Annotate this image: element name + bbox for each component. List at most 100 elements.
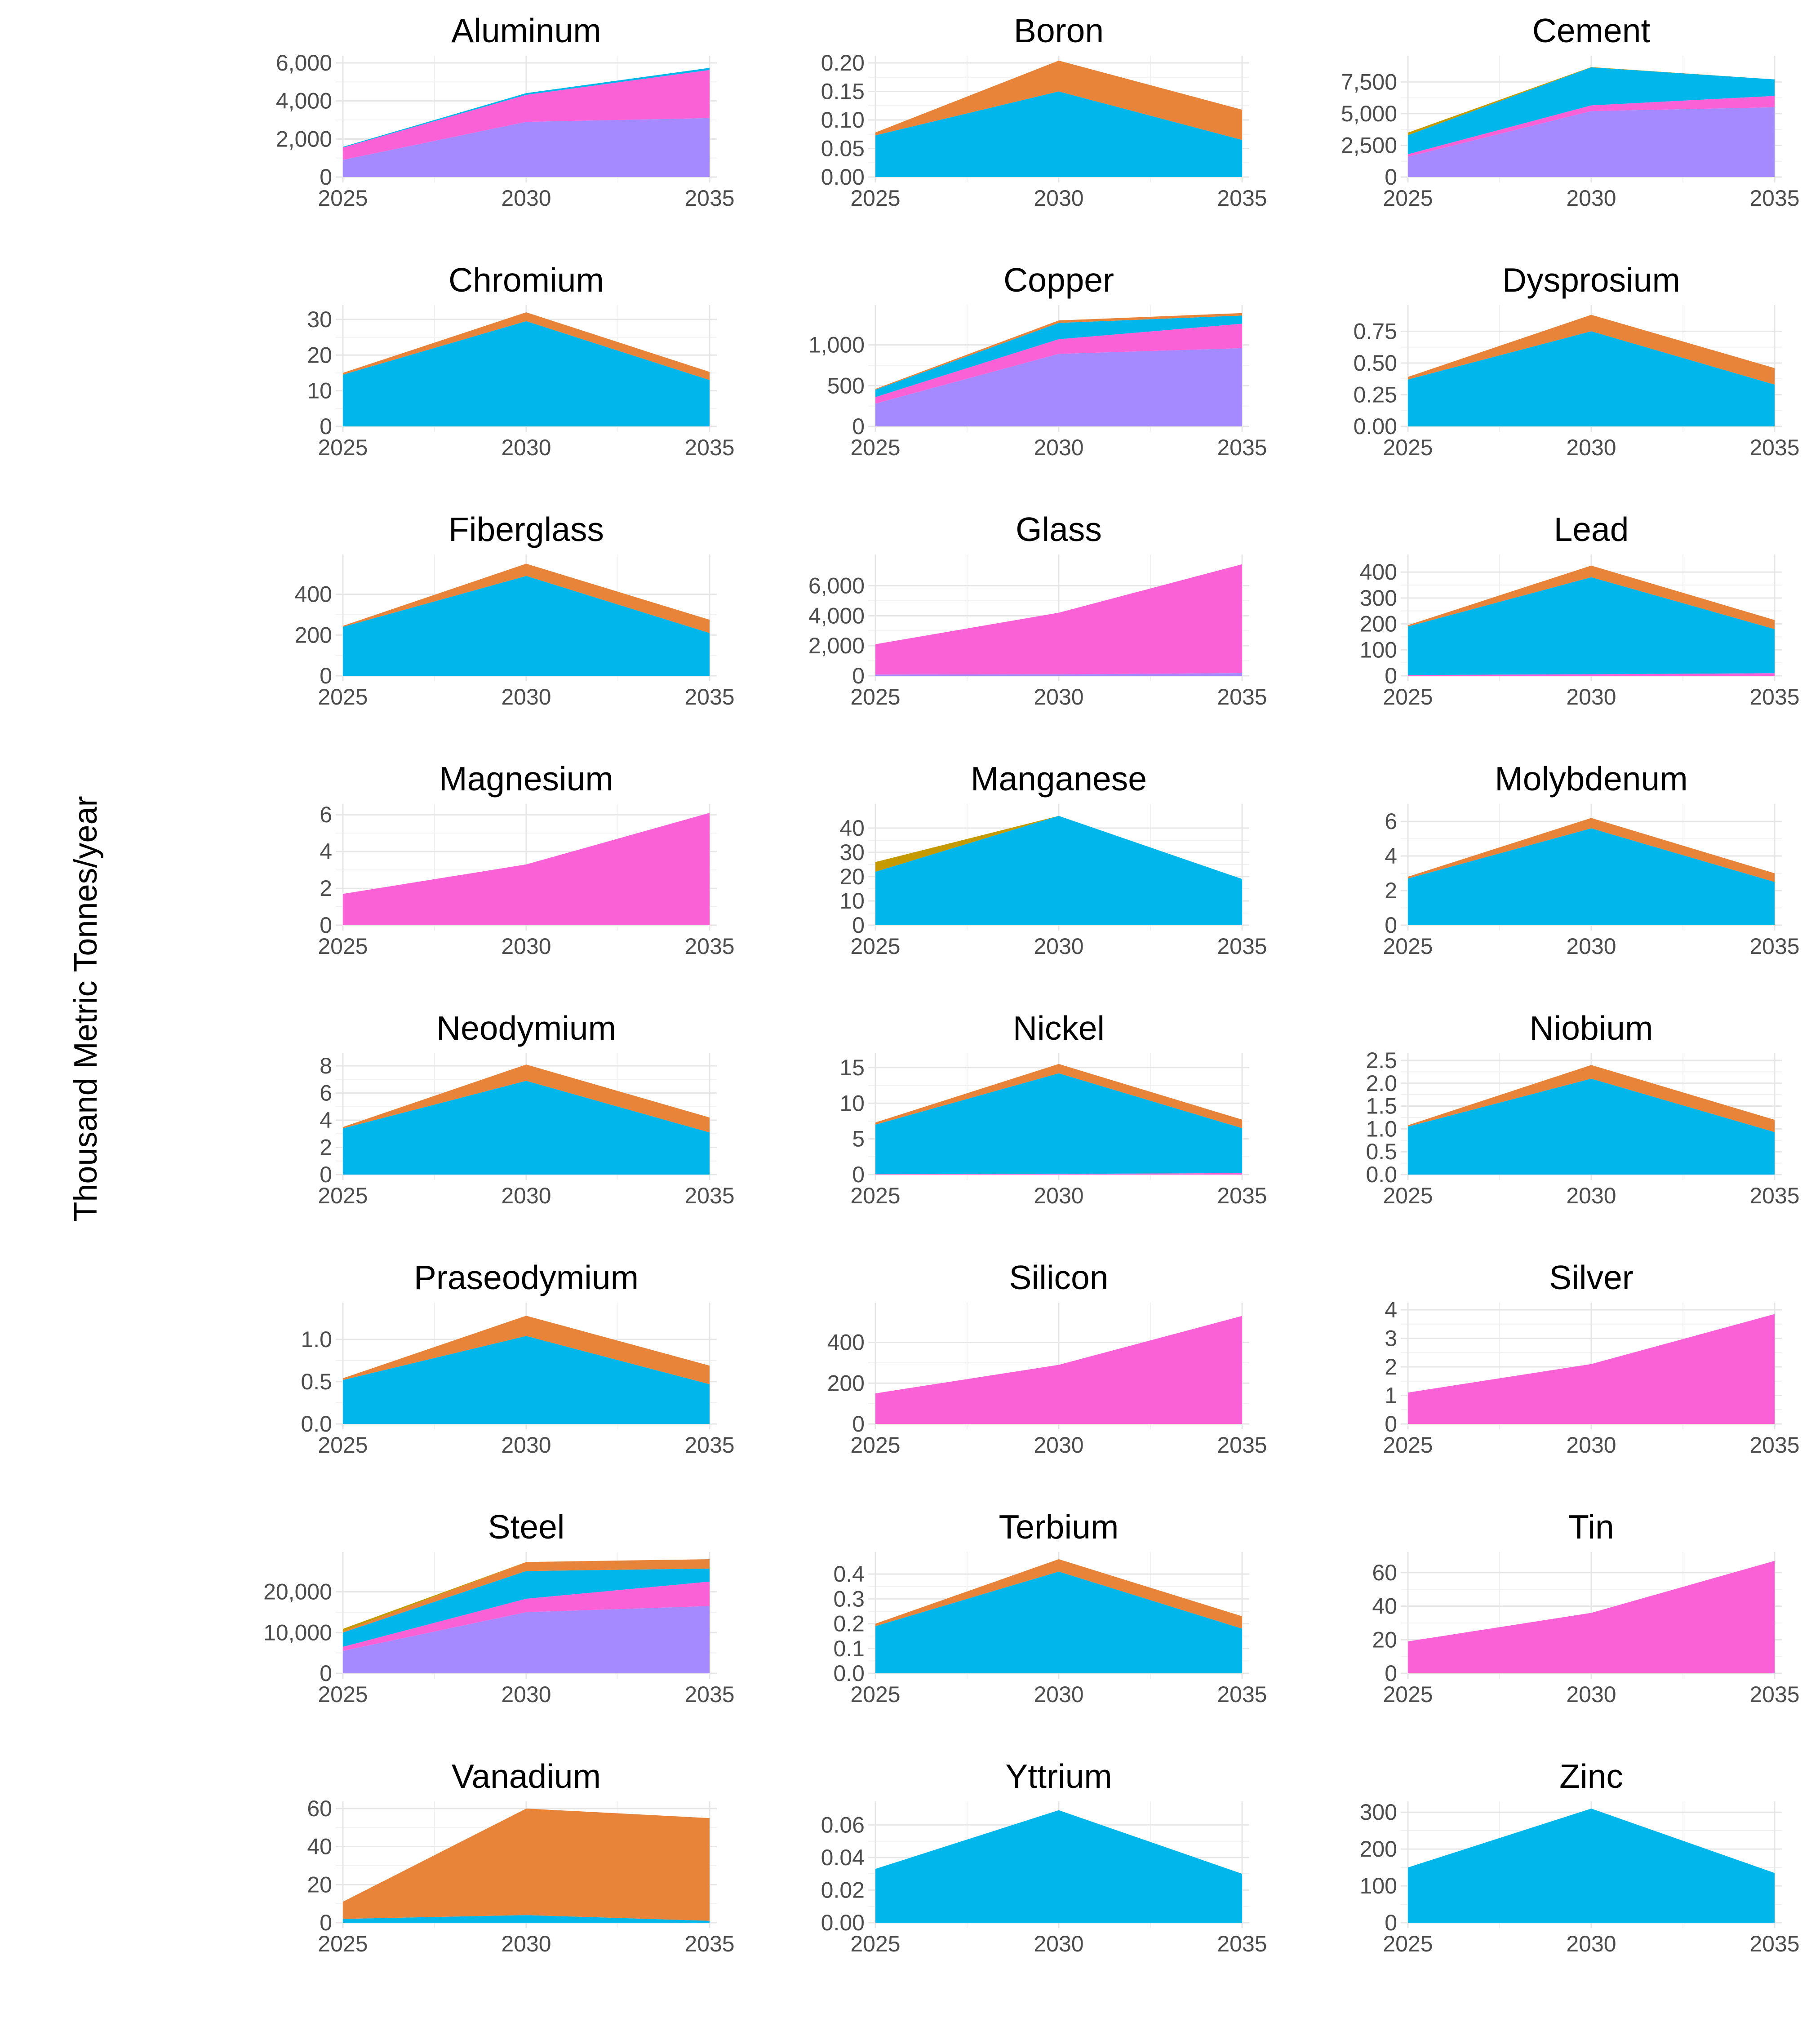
y-tick-label: 40 <box>1372 1594 1397 1619</box>
y-tick-label: 4 <box>1385 843 1397 869</box>
panel-vanadium: 02040602025 2030 2035Vanadium <box>307 1757 734 1956</box>
x-tick-label: 2030 <box>1566 186 1616 211</box>
panel-title: Yttrium <box>1005 1757 1112 1795</box>
y-tick-label: 40 <box>839 816 865 841</box>
y-tick-label: 400 <box>827 1330 865 1355</box>
y-tick-label: 20 <box>307 1872 332 1897</box>
x-tick-label: 2035 <box>1217 934 1267 959</box>
x-tick-label: 2025 <box>850 1931 900 1956</box>
x-tick-label: 2025 <box>1383 435 1433 460</box>
area-praseodymium-blue <box>343 1336 710 1424</box>
y-tick-label: 5 <box>852 1126 865 1152</box>
y-tick-label: 2,500 <box>1341 133 1397 158</box>
y-tick-label: 0.06 <box>821 1812 865 1837</box>
x-tick-label: 2025 <box>318 934 368 959</box>
y-tick-label: 0.1 <box>833 1636 865 1661</box>
x-tick-label: 2030 <box>1566 934 1616 959</box>
x-tick-label: 2035 <box>1217 435 1267 460</box>
y-tick-label: 0.15 <box>821 79 865 104</box>
y-tick-label: 20 <box>307 342 332 368</box>
y-tick-label: 4 <box>320 839 332 864</box>
panel-boron: 0.00 0.05 0.10 0.15 0.20 2025 2030 2035 Boron <box>821 12 1267 211</box>
y-tick-label: 0.25 <box>1354 382 1397 407</box>
x-tick-label: 2025 <box>1383 684 1433 709</box>
y-tick-label: 300 <box>1360 1800 1397 1825</box>
y-tick-label: 0.20 <box>821 50 865 75</box>
x-tick-label: 2025 <box>850 684 900 709</box>
x-tick-label: 2030 <box>501 1432 551 1458</box>
y-tick-label: 400 <box>1360 559 1397 585</box>
x-tick-label: 2035 <box>1749 684 1799 709</box>
x-tick-label: 2030 <box>501 1682 551 1707</box>
x-tick-label: 2030 <box>1034 1682 1083 1707</box>
x-tick-label: 2030 <box>501 1183 551 1208</box>
y-tick-label: 4,000 <box>276 89 332 114</box>
y-tick-label: 30 <box>839 840 865 865</box>
y-tick-label: 4 <box>1385 1297 1397 1322</box>
panel-manganese: 0102030402025 2030 2035Manganese <box>839 760 1267 959</box>
x-tick-label: 2025 <box>850 435 900 460</box>
x-tick-label: 2025 <box>850 934 900 959</box>
panel-tin: 0 20 40 60 2025 2030 2035 Tin <box>1372 1508 1799 1707</box>
area-yttrium-blue <box>875 1810 1242 1923</box>
panel-silver: 012342025 2030 2035Silver <box>1383 1259 1799 1458</box>
panel-molybdenum: 02462025 2030 2035Molybdenum <box>1383 760 1799 959</box>
y-tick-label: 0.04 <box>821 1845 865 1870</box>
y-tick-label: 1.0 <box>301 1327 332 1352</box>
x-tick-label: 2035 <box>1749 1432 1799 1458</box>
y-tick-label: 0.3 <box>833 1586 865 1611</box>
x-tick-label: 2030 <box>501 934 551 959</box>
y-tick-label: 10 <box>307 378 332 404</box>
panel-title: Neodymium <box>436 1009 616 1047</box>
panel-niobium: 0.00.51.01.52.02.52025 2030 2035Niobium <box>1366 1009 1799 1208</box>
y-tick-label: 2.0 <box>1366 1071 1397 1096</box>
panel-title: Aluminum <box>451 12 601 49</box>
x-tick-label: 2030 <box>1034 186 1083 211</box>
y-tick-label: 2 <box>1385 878 1397 903</box>
x-tick-label: 2030 <box>501 435 551 460</box>
y-tick-label: 0.02 <box>821 1877 865 1902</box>
panel-title: Copper <box>1003 261 1114 299</box>
panel-steel: 0 10,000 20,000 2025 2030 2035 Steel <box>263 1508 735 1707</box>
x-tick-label: 2035 <box>1749 186 1799 211</box>
x-tick-label: 2030 <box>1034 684 1083 709</box>
x-tick-label: 2030 <box>501 186 551 211</box>
y-tick-label: 10,000 <box>263 1620 332 1645</box>
panel-cement: 02,5005,0007,5002025 2030 2035Cement <box>1341 12 1800 211</box>
x-tick-label: 2035 <box>684 684 734 709</box>
x-tick-label: 2035 <box>684 1183 734 1208</box>
panel-silicon: 0 200 400 2025 2030 2035 Silicon <box>827 1259 1267 1458</box>
x-tick-label: 2025 <box>850 186 900 211</box>
y-tick-label: 2.5 <box>1366 1048 1397 1073</box>
panel-zinc: 0 100 200 300 2025 2030 2035 Zinc <box>1360 1757 1800 1956</box>
panel-title: Steel <box>488 1508 565 1546</box>
panel-title: Chromium <box>448 261 604 299</box>
x-tick-label: 2030 <box>1034 1183 1083 1208</box>
x-tick-label: 2025 <box>318 186 368 211</box>
panel-title: Manganese <box>971 760 1147 798</box>
y-tick-label: 0.05 <box>821 136 865 161</box>
panel-title: Boron <box>1014 12 1104 49</box>
panel-title: Tin <box>1568 1508 1614 1546</box>
panel-terbium: 0.00.10.20.30.42025 2030 2035Terbium <box>833 1508 1267 1707</box>
x-tick-label: 2030 <box>1566 1931 1616 1956</box>
y-tick-label: 200 <box>295 622 332 647</box>
x-tick-label: 2030 <box>1034 1432 1083 1458</box>
y-tick-label: 6,000 <box>276 50 332 75</box>
x-tick-label: 2025 <box>1383 186 1433 211</box>
y-tick-label: 0.4 <box>833 1561 865 1587</box>
panel-title: Magnesium <box>439 760 613 798</box>
x-tick-label: 2035 <box>1217 1931 1267 1956</box>
y-tick-label: 2 <box>1385 1354 1397 1379</box>
panel-title: Niobium <box>1529 1009 1653 1047</box>
x-tick-label: 2030 <box>1566 1682 1616 1707</box>
panel-title: Silicon <box>1009 1259 1109 1296</box>
x-tick-label: 2035 <box>1749 435 1799 460</box>
panel-yttrium: 0.000.020.040.062025 2030 2035Yttrium <box>821 1757 1267 1956</box>
x-tick-label: 2035 <box>1749 1183 1799 1208</box>
y-tick-label: 6 <box>320 802 332 827</box>
x-tick-label: 2030 <box>1566 684 1616 709</box>
panel-praseodymium: 0.0 0.5 1.0 2025 2030 2035 Praseodymium <box>301 1259 734 1458</box>
panel-magnesium: 02462025 2030 2035Magnesium <box>318 760 734 959</box>
